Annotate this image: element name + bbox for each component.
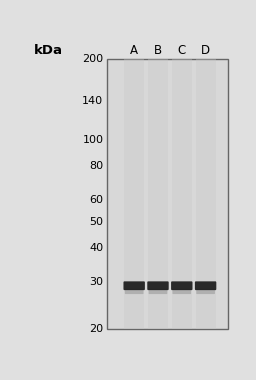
FancyBboxPatch shape (125, 289, 144, 294)
FancyBboxPatch shape (171, 281, 193, 290)
Text: 60: 60 (89, 195, 103, 205)
Text: 30: 30 (89, 277, 103, 287)
Text: 50: 50 (89, 217, 103, 227)
Text: 40: 40 (89, 243, 103, 253)
Text: A: A (130, 44, 138, 57)
Bar (196, 59, 216, 329)
Text: 140: 140 (82, 96, 103, 106)
Text: B: B (154, 44, 162, 57)
Text: 100: 100 (82, 135, 103, 145)
Bar (172, 59, 192, 329)
FancyBboxPatch shape (173, 289, 191, 294)
Bar (108, 59, 228, 329)
Text: 20: 20 (89, 325, 103, 334)
FancyBboxPatch shape (147, 281, 169, 290)
Text: kDa: kDa (34, 44, 63, 57)
FancyBboxPatch shape (196, 289, 215, 294)
Bar (124, 59, 144, 329)
FancyBboxPatch shape (149, 289, 167, 294)
Text: 200: 200 (82, 54, 103, 64)
Text: D: D (201, 44, 210, 57)
Text: C: C (178, 44, 186, 57)
FancyBboxPatch shape (195, 281, 216, 290)
Text: 80: 80 (89, 162, 103, 171)
FancyBboxPatch shape (123, 281, 145, 290)
Bar (148, 59, 168, 329)
